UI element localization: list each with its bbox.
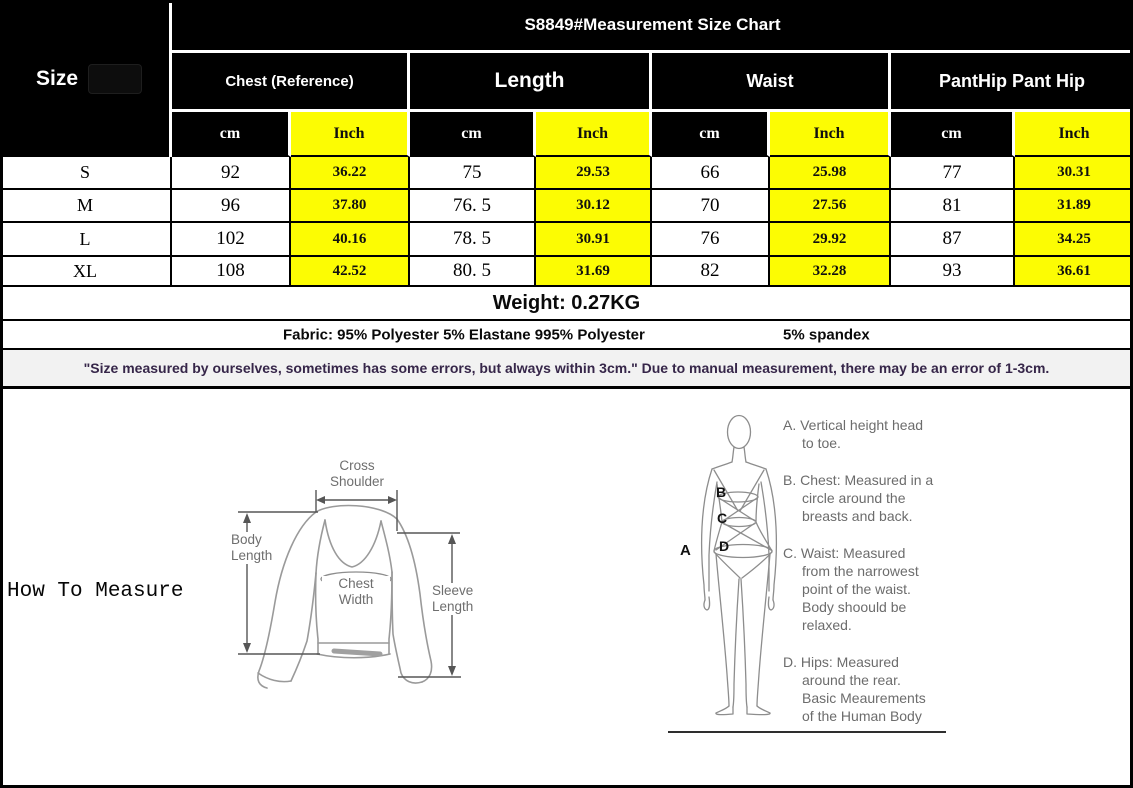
size-row-label: XL [0, 257, 172, 287]
table-cell: 96 [172, 190, 291, 223]
table-cell: 42.52 [291, 257, 410, 287]
table-cell: 29.53 [536, 157, 652, 190]
measure-diagrams [238, 414, 946, 733]
chart-title: S8849#Measurement Size Chart [172, 0, 1133, 53]
table-cell: 30.91 [536, 223, 652, 257]
body-figure-diagram [700, 414, 778, 716]
sleeve-length-arrow [397, 532, 461, 678]
size-row-label: S [0, 157, 172, 190]
table-cell: 27.56 [770, 190, 891, 223]
table-cell: 70 [652, 190, 770, 223]
table-cell: 36.61 [1015, 257, 1133, 287]
table-cell: 29.92 [770, 223, 891, 257]
table-cell: 102 [172, 223, 291, 257]
sleeve-length-label: Sleeve Length [432, 583, 486, 615]
table-cell: 30.31 [1015, 157, 1133, 190]
table-cell: 82 [652, 257, 770, 287]
table-cell: 66 [652, 157, 770, 190]
table-cell: 78. 5 [410, 223, 536, 257]
unit-inch-chest: Inch [291, 112, 410, 157]
table-cell: 93 [891, 257, 1015, 287]
table-cell: 25.98 [770, 157, 891, 190]
table-cell: 31.89 [1015, 190, 1133, 223]
table-cell: 34.25 [1015, 223, 1133, 257]
weight-row: Weight: 0.27KG [0, 287, 1133, 321]
size-row-label: L [0, 223, 172, 257]
chest-width-label: Chest Width [322, 576, 390, 608]
unit-inch-length: Inch [536, 112, 652, 157]
unit-cm-waist: cm [652, 112, 770, 157]
table-cell: 76 [652, 223, 770, 257]
note-chest: B. Chest: Measured in a circle around th… [783, 472, 934, 524]
fabric-text: Fabric: 95% Polyester 5% Elastane 995% P… [283, 326, 645, 343]
unit-inch-panthip: Inch [1015, 112, 1133, 157]
table-cell: 40.16 [291, 223, 410, 257]
how-to-measure-heading: How To Measure [7, 580, 184, 603]
size-header-label: Size [36, 66, 79, 90]
measurement-table: Size S8849#Measurement Size Chart Chest … [0, 0, 1133, 389]
column-header-waist: Waist [652, 53, 891, 112]
table-cell: 30.12 [536, 190, 652, 223]
table-cell: 76. 5 [410, 190, 536, 223]
body-length-arrow [238, 511, 320, 655]
column-header-panthip: PantHip Pant Hip [891, 53, 1133, 112]
fabric-spandex-text: 5% spandex [783, 326, 870, 343]
figure-point-a: A [680, 542, 691, 559]
unit-inch-waist: Inch [770, 112, 891, 157]
disclaimer-row: "Size measured by ourselves, sometimes h… [0, 350, 1133, 389]
cross-shoulder-label: Cross Shoulder [320, 458, 394, 490]
body-length-label: Body Length [231, 532, 283, 564]
measure-notes: A. Vertical height head to toe. B. Chest… [783, 416, 951, 744]
table-cell: 31.69 [536, 257, 652, 287]
column-header-chest: Chest (Reference) [172, 53, 410, 112]
table-cell: 32.28 [770, 257, 891, 287]
how-to-measure-section: How To Measure Cross Shoulder Body Lengt… [0, 389, 1133, 788]
size-row-label: M [0, 190, 172, 223]
redacted-box [88, 63, 143, 94]
table-cell: 92 [172, 157, 291, 190]
cross-shoulder-arrow [315, 490, 398, 531]
figure-point-d: D [719, 538, 730, 554]
unit-cm-length: cm [410, 112, 536, 157]
unit-cm-chest: cm [172, 112, 291, 157]
garment-diagram [257, 504, 433, 689]
table-cell: 75 [410, 157, 536, 190]
table-cell: 87 [891, 223, 1015, 257]
table-cell: 37.80 [291, 190, 410, 223]
note-height: A. Vertical height head to toe. [783, 417, 924, 451]
figure-point-c: C [717, 510, 728, 526]
note-waist: C. Waist: Measured from the narrowest po… [783, 545, 919, 633]
table-cell: 80. 5 [410, 257, 536, 287]
table-cell: 81 [891, 190, 1015, 223]
table-cell: 36.22 [291, 157, 410, 190]
column-header-length: Length [410, 53, 652, 112]
note-hips: D. Hips: Measured around the rear. Basic… [783, 654, 926, 724]
size-header-cell: Size [0, 0, 172, 157]
table-cell: 77 [891, 157, 1015, 190]
fabric-row: Fabric: 95% Polyester 5% Elastane 995% P… [0, 321, 1133, 350]
figure-point-b: B [716, 484, 727, 500]
table-cell: 108 [172, 257, 291, 287]
unit-cm-panthip: cm [891, 112, 1015, 157]
